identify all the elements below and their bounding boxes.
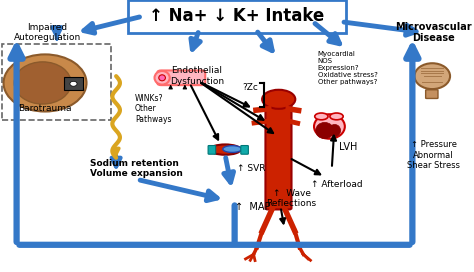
Ellipse shape xyxy=(262,90,295,109)
Text: ?Zc: ?Zc xyxy=(243,82,258,92)
FancyBboxPatch shape xyxy=(128,0,346,33)
Ellipse shape xyxy=(210,144,240,155)
Text: ↑ Pressure
Abnormal
Shear Stress: ↑ Pressure Abnormal Shear Stress xyxy=(407,140,460,170)
Text: ↑ Afterload: ↑ Afterload xyxy=(311,180,362,190)
FancyBboxPatch shape xyxy=(64,77,83,90)
Ellipse shape xyxy=(14,62,71,104)
FancyBboxPatch shape xyxy=(2,44,111,120)
Text: LVH: LVH xyxy=(339,142,357,152)
Text: Impaired
Autoregulation: Impaired Autoregulation xyxy=(14,23,81,42)
Text: Endothelial
Dysfunction: Endothelial Dysfunction xyxy=(170,66,224,86)
Ellipse shape xyxy=(159,75,165,81)
Ellipse shape xyxy=(414,63,450,89)
Ellipse shape xyxy=(4,54,86,112)
Text: Myocardial
NOS
Expression?
Oxidative stress?
Other pathways?: Myocardial NOS Expression? Oxidative str… xyxy=(318,51,377,85)
FancyBboxPatch shape xyxy=(265,103,292,209)
Ellipse shape xyxy=(316,122,334,139)
FancyBboxPatch shape xyxy=(241,146,248,154)
FancyBboxPatch shape xyxy=(426,90,438,98)
Ellipse shape xyxy=(155,71,170,85)
Text: ↑  Wave
Reflections: ↑ Wave Reflections xyxy=(266,189,317,208)
Ellipse shape xyxy=(70,81,77,86)
Text: Sodium retention
Volume expansion: Sodium retention Volume expansion xyxy=(90,159,183,178)
Ellipse shape xyxy=(328,125,340,137)
Text: ↑ Na+ ↓ K+ Intake: ↑ Na+ ↓ K+ Intake xyxy=(149,7,325,24)
Text: ↑  MAP: ↑ MAP xyxy=(235,202,270,212)
Ellipse shape xyxy=(315,113,328,120)
Text: ↑ SVR: ↑ SVR xyxy=(237,164,265,173)
FancyBboxPatch shape xyxy=(157,70,205,85)
Text: WINKs?
Other
Pathways: WINKs? Other Pathways xyxy=(135,94,172,124)
Text: Barotrauma: Barotrauma xyxy=(18,104,72,113)
FancyBboxPatch shape xyxy=(208,146,216,154)
Ellipse shape xyxy=(314,114,345,139)
Ellipse shape xyxy=(223,146,242,152)
Ellipse shape xyxy=(330,113,343,120)
Text: Microvascular
Disease: Microvascular Disease xyxy=(395,22,472,44)
